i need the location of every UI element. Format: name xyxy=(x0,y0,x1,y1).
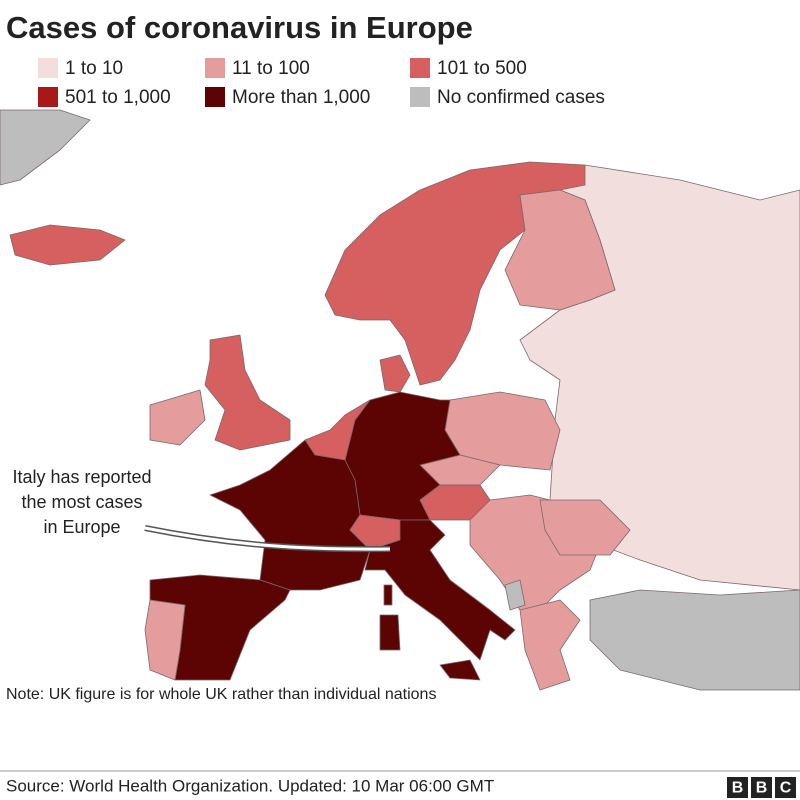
note: Note: UK figure is for whole UK rather t… xyxy=(6,686,436,703)
denmark xyxy=(379,354,411,393)
legend-label: More than 1,000 xyxy=(232,87,370,108)
legend: 1 to 10 11 to 100 101 to 500 501 to 1,000 Mo… xyxy=(38,58,605,108)
albania xyxy=(504,579,526,611)
logo-letter: C xyxy=(780,780,792,797)
annotation-line: Italy has reported xyxy=(12,467,151,487)
logo-letter: B xyxy=(732,780,744,797)
source: Source: World Health Organization. Updat… xyxy=(6,776,494,795)
legend-swatch xyxy=(410,87,430,107)
legend-swatch xyxy=(205,87,225,107)
title: Cases of coronavirus in Europe xyxy=(6,10,473,45)
leader-line xyxy=(144,526,391,551)
uk xyxy=(204,334,291,451)
map xyxy=(0,109,800,691)
legend-swatch xyxy=(38,58,58,78)
ireland xyxy=(149,389,206,446)
portugal xyxy=(144,599,186,681)
sardinia xyxy=(379,614,401,651)
annotation-line: the most cases xyxy=(21,492,142,512)
legend-swatch xyxy=(38,87,58,107)
legend-label: 501 to 1,000 xyxy=(65,87,171,108)
logo-box xyxy=(751,777,772,798)
legend-label: 11 to 100 xyxy=(232,58,310,79)
norway-sweden xyxy=(324,161,586,386)
logo-box xyxy=(727,777,748,798)
annotation-line: in Europe xyxy=(43,517,120,537)
greenland xyxy=(0,109,91,186)
logo-box xyxy=(775,777,796,798)
legend-swatch xyxy=(410,58,430,78)
turkey xyxy=(589,589,800,691)
legend-label: No confirmed cases xyxy=(437,87,605,108)
annotation: Italy has reported the most cases in Europ… xyxy=(12,467,151,537)
legend-label: 101 to 500 xyxy=(437,58,527,79)
iceland xyxy=(9,224,126,266)
finland xyxy=(504,189,616,311)
legend-label: 1 to 10 xyxy=(65,58,123,79)
italy xyxy=(364,519,516,661)
romania xyxy=(539,499,631,556)
corsica xyxy=(383,584,393,606)
france xyxy=(209,439,371,591)
sicily xyxy=(439,659,481,681)
greece xyxy=(519,599,581,691)
logo-letter: B xyxy=(756,780,768,797)
legend-swatch xyxy=(205,58,225,78)
